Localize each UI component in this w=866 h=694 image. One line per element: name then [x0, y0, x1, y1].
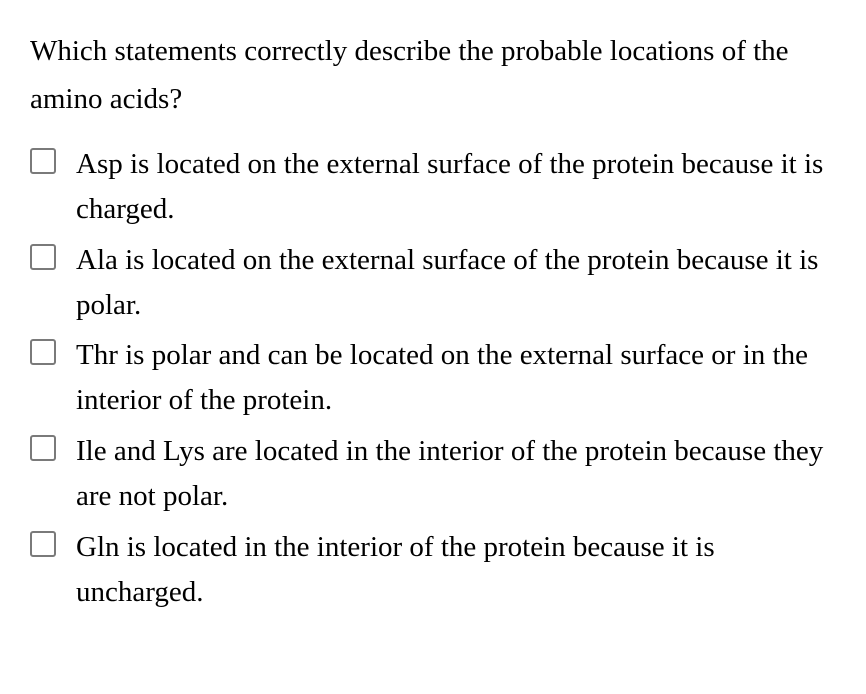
- option-label: Asp is located on the external surface o…: [76, 142, 836, 232]
- option-row: Gln is located in the interior of the pr…: [30, 525, 836, 615]
- option-row: Asp is located on the external surface o…: [30, 142, 836, 232]
- option-row: Ala is located on the external surface o…: [30, 238, 836, 328]
- option-label: Thr is polar and can be located on the e…: [76, 333, 836, 423]
- option-label: Ile and Lys are located in the interior …: [76, 429, 836, 519]
- checkbox-icon[interactable]: [30, 531, 56, 557]
- question-text: Which statements correctly describe the …: [30, 28, 836, 124]
- options-list: Asp is located on the external surface o…: [30, 142, 836, 621]
- checkbox-icon[interactable]: [30, 339, 56, 365]
- option-label: Gln is located in the interior of the pr…: [76, 525, 836, 615]
- option-label: Ala is located on the external surface o…: [76, 238, 836, 328]
- checkbox-icon[interactable]: [30, 435, 56, 461]
- option-row: Ile and Lys are located in the interior …: [30, 429, 836, 519]
- checkbox-icon[interactable]: [30, 244, 56, 270]
- option-row: Thr is polar and can be located on the e…: [30, 333, 836, 423]
- checkbox-icon[interactable]: [30, 148, 56, 174]
- quiz-container: Which statements correctly describe the …: [0, 0, 866, 651]
